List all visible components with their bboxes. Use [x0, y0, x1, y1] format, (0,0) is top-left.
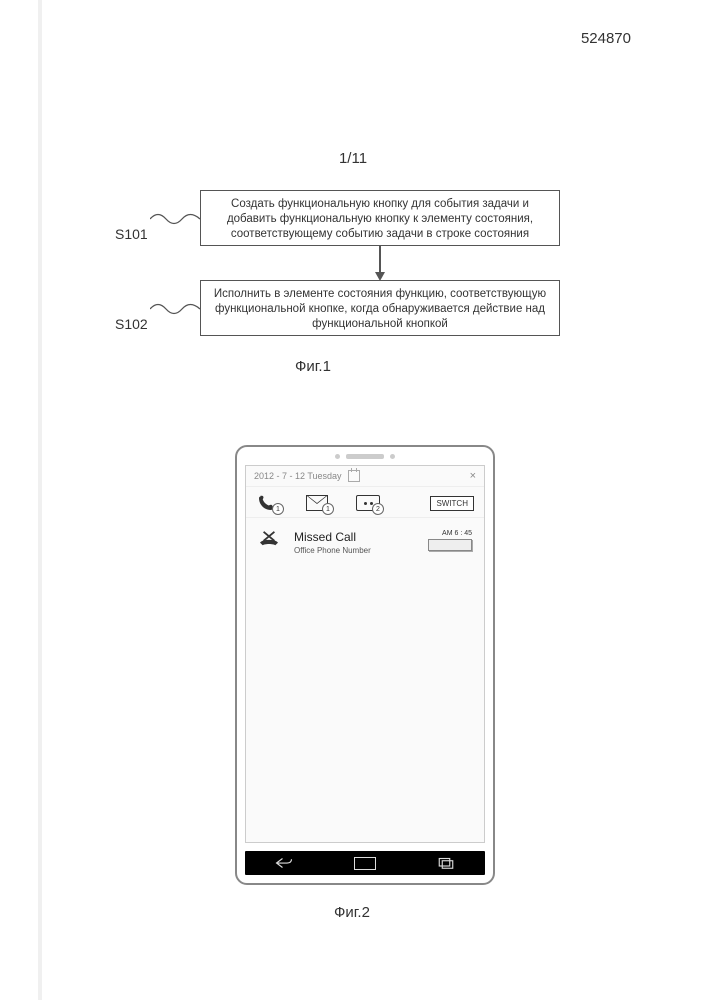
page-indicator: 1/11 [339, 150, 367, 167]
phone-screen: 2012 - 7 - 12 Tuesday × 1 1 2 SWITCH [245, 465, 485, 843]
notification-icon-row: 1 1 2 SWITCH [246, 487, 484, 518]
close-icon[interactable]: × [470, 470, 476, 482]
dots-icon[interactable]: 2 [356, 495, 378, 511]
notification-subtitle: Office Phone Number [294, 546, 414, 555]
phone-icon[interactable]: 1 [256, 495, 278, 511]
icon-row-left-group: 1 1 2 [256, 495, 378, 511]
phone-badge: 1 [272, 503, 284, 515]
notification-title: Missed Call [294, 530, 414, 544]
missed-call-icon [258, 530, 280, 548]
flow-step-s102-text: Исполнить в элементе состояния функцию, … [214, 288, 546, 330]
phone-mockup: 2012 - 7 - 12 Tuesday × 1 1 2 SWITCH [235, 445, 495, 885]
flow-step-s102-label: S102 [115, 316, 148, 332]
flow-step-s101-text: Создать функциональную кнопку для событи… [227, 198, 533, 240]
dots-badge: 2 [372, 503, 384, 515]
flow-step-s101-label: S101 [115, 226, 148, 242]
page-binding-edge [38, 0, 42, 1000]
camera-dot [390, 454, 395, 459]
connector-squiggle-s102 [150, 300, 200, 318]
flow-step-s102-box: Исполнить в элементе состояния функцию, … [200, 280, 560, 336]
flow-arrow-shaft [379, 246, 381, 274]
notification-text-block: Missed Call Office Phone Number [294, 530, 414, 555]
recent-icon[interactable] [437, 856, 455, 870]
envelope-badge: 1 [322, 503, 334, 515]
connector-squiggle-s101 [150, 210, 200, 228]
notification-row[interactable]: Missed Call Office Phone Number AM 6 : 4… [246, 518, 484, 567]
phone-earpiece-area [237, 447, 493, 465]
calendar-icon [348, 470, 360, 482]
figure-2-caption: Фиг.2 [334, 904, 370, 921]
switch-button[interactable]: SWITCH [430, 496, 474, 511]
flow-step-s101-box: Создать функциональную кнопку для событи… [200, 190, 560, 246]
document-number: 524870 [581, 30, 631, 47]
soft-nav-bar [245, 851, 485, 875]
notification-time-label: AM 6 : 45 [442, 530, 472, 537]
figure-1-caption: Фиг.1 [295, 358, 331, 375]
status-bar-date-row: 2012 - 7 - 12 Tuesday × [246, 466, 484, 487]
notification-time-block: AM 6 : 45 [428, 530, 472, 551]
sensor-dot [335, 454, 340, 459]
earpiece-speaker [346, 454, 384, 459]
notification-action-field[interactable] [428, 539, 472, 551]
back-icon[interactable] [275, 856, 293, 870]
home-icon[interactable] [354, 857, 376, 870]
envelope-icon[interactable]: 1 [306, 495, 328, 511]
status-date-text: 2012 - 7 - 12 Tuesday [254, 471, 342, 481]
